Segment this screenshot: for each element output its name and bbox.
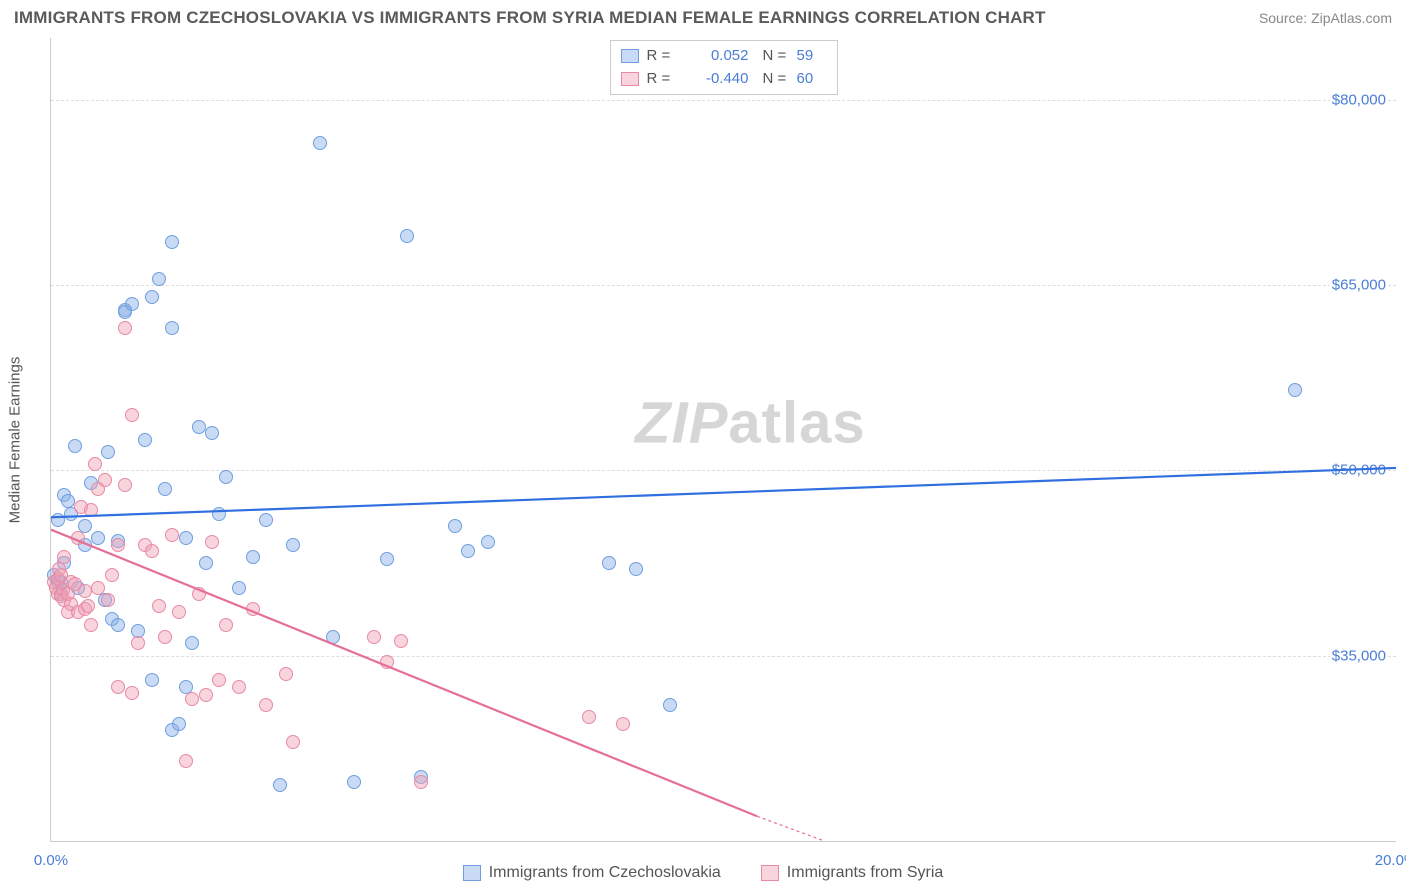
series-legend: Immigrants from Czechoslovakia Immigrants… xyxy=(0,864,1406,882)
source-label: Source: ZipAtlas.com xyxy=(1259,10,1392,26)
legend-swatch xyxy=(621,72,639,86)
legend-label: Immigrants from Syria xyxy=(787,864,943,882)
stats-legend: R = 0.052 N = 59 R = -0.440 N = 60 xyxy=(610,40,838,95)
legend-swatch xyxy=(761,865,779,881)
trend-lines xyxy=(51,38,1396,841)
legend-swatch xyxy=(621,49,639,63)
n-value: 59 xyxy=(797,45,827,68)
r-label: R = xyxy=(647,68,681,91)
n-label: N = xyxy=(763,45,789,68)
stats-row: R = -0.440 N = 60 xyxy=(621,68,827,91)
legend-item: Immigrants from Czechoslovakia xyxy=(463,864,721,882)
trend-line-extension xyxy=(757,816,824,841)
n-value: 60 xyxy=(797,68,827,91)
r-label: R = xyxy=(647,45,681,68)
r-value: 0.052 xyxy=(689,45,749,68)
trend-line xyxy=(51,468,1396,517)
y-axis-title: Median Female Earnings xyxy=(7,356,24,523)
chart-area: Median Female Earnings ZIPatlas $35,000$… xyxy=(50,38,1396,842)
trend-line xyxy=(51,530,757,817)
r-value: -0.440 xyxy=(689,68,749,91)
legend-swatch xyxy=(463,865,481,881)
stats-row: R = 0.052 N = 59 xyxy=(621,45,827,68)
legend-item: Immigrants from Syria xyxy=(761,864,943,882)
legend-label: Immigrants from Czechoslovakia xyxy=(489,864,721,882)
chart-title: IMMIGRANTS FROM CZECHOSLOVAKIA VS IMMIGR… xyxy=(14,8,1046,28)
n-label: N = xyxy=(763,68,789,91)
